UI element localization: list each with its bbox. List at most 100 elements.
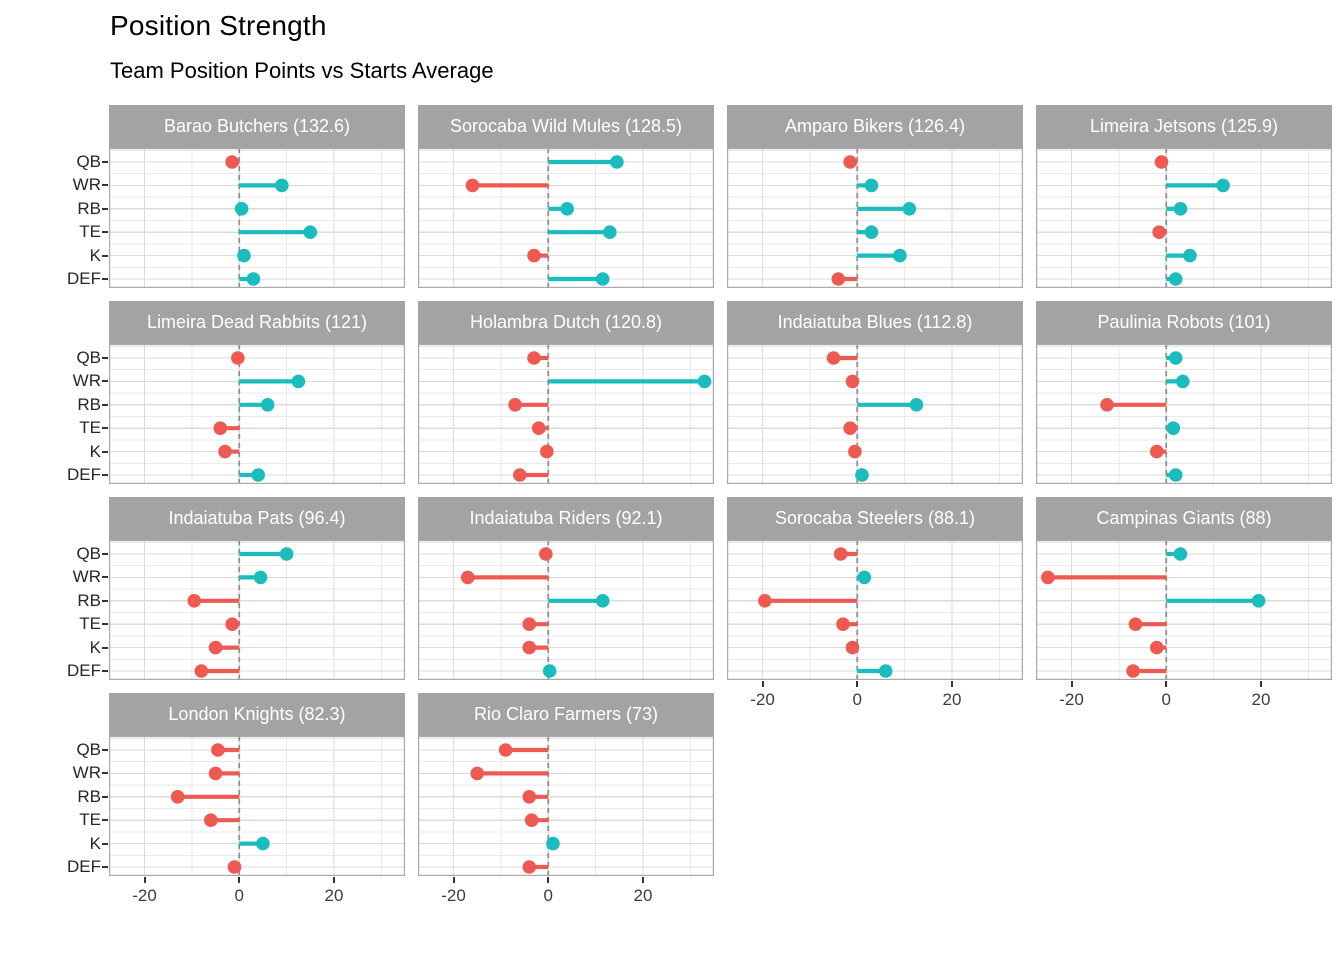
- facet-strip-label: Campinas Giants (88): [1096, 508, 1272, 528]
- plot-subtitle: Team Position Points vs Starts Average: [110, 58, 494, 83]
- lollipop-dot-k: [848, 444, 862, 459]
- lollipop-dot-wr: [253, 570, 268, 585]
- lollipop-dot-te: [843, 421, 857, 435]
- y-axis-tick: [102, 184, 108, 187]
- facet-strip: Amparo Bikers (126.4): [727, 105, 1023, 148]
- x-axis-tick: [950, 681, 953, 687]
- lollipop-dot-qb: [610, 155, 624, 169]
- y-axis-tick: [102, 161, 108, 163]
- lollipop-dot-te: [603, 225, 617, 239]
- lollipop-dot-def: [1126, 664, 1140, 678]
- panel-background: [1036, 540, 1332, 680]
- y-axis-label-rb: RB: [77, 394, 101, 414]
- facet-panel-limeira-dead-rabbits: Limeira Dead Rabbits (121): [109, 301, 405, 484]
- lollipop-dot-wr: [275, 178, 289, 193]
- facet-strip-label: Sorocaba Steelers (88.1): [774, 508, 976, 528]
- x-axis-tick: [238, 877, 241, 883]
- facet-strip: Barao Butchers (132.6): [109, 105, 405, 148]
- y-axis-label-def: DEF: [67, 465, 101, 484]
- facet-strip: Campinas Giants (88): [1036, 497, 1332, 540]
- panel-border: [1036, 344, 1332, 484]
- x-axis-tick: [761, 681, 764, 687]
- facet-panel-indaiatuba-pats: Indaiatuba Pats (96.4): [109, 497, 405, 680]
- lollipop-dot-rb: [508, 398, 522, 412]
- lollipop-dot-k: [546, 836, 560, 851]
- panel-border: [1036, 148, 1332, 288]
- y-axis-label-qb: QB: [76, 348, 101, 367]
- panel-border: [109, 736, 405, 876]
- lollipop-dot-rb: [1173, 202, 1188, 216]
- facet-strip: Indaiatuba Riders (92.1): [418, 497, 714, 540]
- y-axis-label-qb: QB: [76, 544, 101, 563]
- x-axis-tick: [547, 877, 550, 883]
- panel-background: [1036, 148, 1332, 288]
- panel-border: [418, 736, 714, 876]
- y-axis-tick: [102, 427, 108, 430]
- y-axis-tick: [102, 795, 108, 798]
- facet-strip: Indaiatuba Pats (96.4): [109, 497, 405, 540]
- lollipop-dot-te: [225, 617, 239, 631]
- facet-strip-label: Indaiatuba Blues (112.8): [777, 312, 973, 332]
- y-axis-tick: [102, 646, 108, 649]
- panel-border: [727, 148, 1023, 288]
- lollipop-dot-k: [1149, 444, 1164, 459]
- y-axis-tick: [102, 450, 108, 453]
- lollipop-dot-qb: [231, 351, 245, 365]
- lollipop-dot-k: [256, 836, 270, 851]
- lollipop-dot-te: [836, 617, 850, 631]
- y-axis-label-rb: RB: [77, 590, 101, 610]
- x-axis-label: 20: [633, 886, 653, 905]
- lollipop-dot-wr: [697, 374, 712, 389]
- facet-plot-area: [109, 344, 405, 484]
- lollipop-dot-wr: [465, 178, 480, 193]
- facet-strip: Paulinia Robots (101): [1036, 301, 1332, 344]
- lollipop-dot-def: [522, 860, 537, 874]
- y-axis-label-wr: WR: [72, 371, 101, 391]
- y-axis-label-def: DEF: [67, 661, 101, 680]
- panel-border: [727, 540, 1023, 680]
- facet-strip-label: Paulinia Robots (101): [1097, 312, 1271, 332]
- facet-strip: Rio Claro Farmers (73): [418, 693, 714, 736]
- lollipop-dot-rb: [909, 398, 924, 412]
- lollipop-dot-def: [1168, 272, 1183, 286]
- lollipop-dot-def: [878, 664, 893, 678]
- lollipop-dot-qb: [539, 547, 553, 561]
- facet-plot-area: [418, 344, 714, 484]
- facet-strip-label: Indaiatuba Riders (92.1): [469, 508, 663, 528]
- lollipop-dot-k: [1149, 640, 1164, 655]
- x-axis-tick: [1070, 681, 1073, 687]
- y-axis-tick: [102, 670, 108, 672]
- facet-plot-area: [727, 540, 1023, 680]
- y-axis-tick: [102, 207, 108, 210]
- panel-border: [727, 344, 1023, 484]
- facet-plot-area: [1036, 148, 1332, 288]
- lollipop-dot-qb: [1168, 351, 1183, 365]
- y-axis-label-wr: WR: [72, 567, 101, 587]
- facet-strip: Sorocaba Steelers (88.1): [727, 497, 1023, 540]
- facet-panel-london-knights: London Knights (82.3): [109, 693, 405, 876]
- y-axis-label-k: K: [89, 637, 101, 657]
- y-axis-tick: [102, 231, 108, 234]
- panel-background: [727, 344, 1023, 484]
- panel-border: [109, 540, 405, 680]
- facet-plot-area: [109, 540, 405, 680]
- lollipop-dot-def: [542, 664, 557, 678]
- facet-strip: Limeira Dead Rabbits (121): [109, 301, 405, 344]
- lollipop-dot-te: [1128, 617, 1143, 631]
- lollipop-dot-def: [595, 272, 610, 286]
- lollipop-dot-qb: [211, 743, 225, 757]
- facet-strip-label: Sorocaba Wild Mules (128.5): [449, 116, 683, 136]
- panel-background: [109, 736, 405, 876]
- lollipop-dot-qb: [279, 547, 294, 561]
- facet-plot-area: [109, 148, 405, 288]
- lollipop-dot-qb: [1154, 155, 1169, 169]
- lollipop-dot-k: [540, 444, 554, 459]
- facet-strip: Sorocaba Wild Mules (128.5): [418, 105, 714, 148]
- y-axis-tick: [102, 403, 108, 406]
- lollipop-dot-te: [1166, 421, 1181, 435]
- lollipop-dot-wr: [864, 178, 879, 193]
- y-axis-label-te: TE: [79, 614, 101, 634]
- lollipop-dot-qb: [498, 743, 513, 757]
